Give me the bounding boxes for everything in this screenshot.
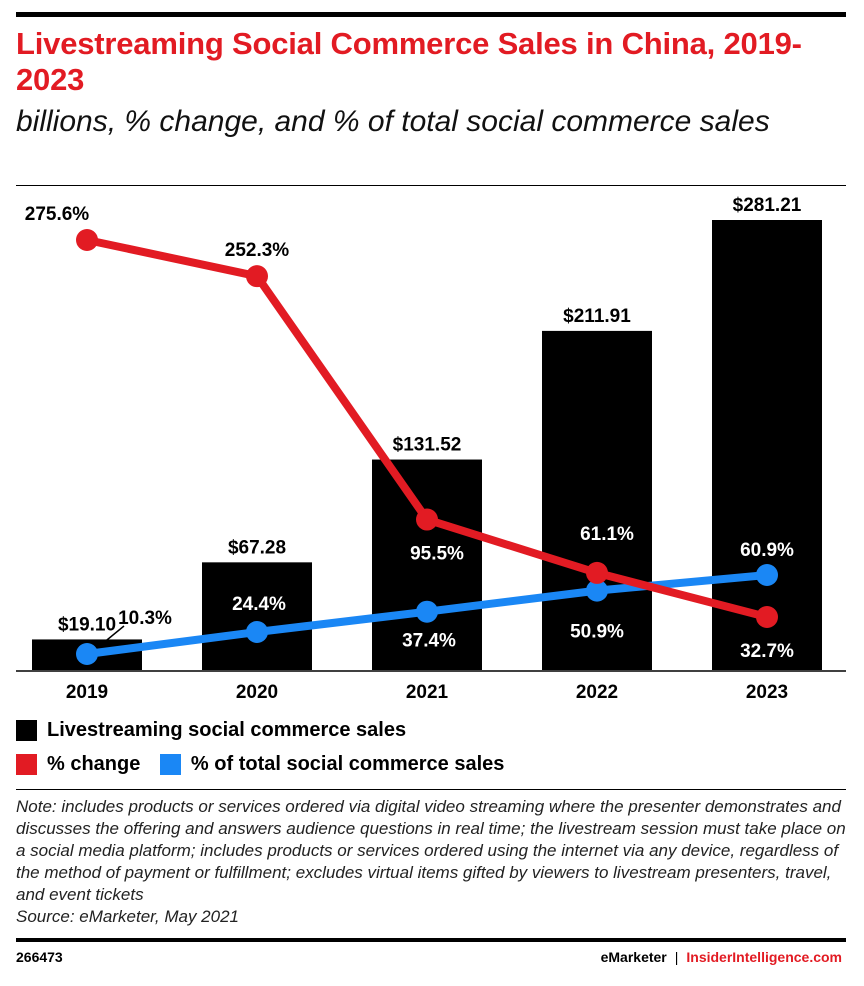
bar-2020 [202, 562, 312, 670]
share-point-2022 [586, 579, 608, 602]
x-tick-2021: 2021 [406, 682, 449, 703]
legend-swatch-share [159, 754, 181, 775]
legend-item-sales: Livestreaming social commerce sales [16, 719, 406, 742]
brand-separator: | [674, 949, 679, 965]
change-point-2021 [416, 508, 438, 531]
bar-label-2023: $281.21 [733, 195, 802, 216]
bar-2023 [712, 220, 822, 670]
change-point-2022 [586, 561, 608, 584]
chart-subtitle: billions, % change, and % of total socia… [16, 105, 770, 138]
share-point-2020 [246, 620, 268, 643]
share-point-2019 [76, 643, 98, 665]
change-label-2019: 275.6% [25, 204, 90, 225]
brand-insider-intelligence: InsiderIntelligence.com [686, 949, 842, 965]
change-point-2023 [756, 606, 778, 628]
x-tick-2023: 2023 [746, 682, 788, 703]
change-point-2019 [76, 229, 98, 251]
share-label-2020: 24.4% [232, 594, 286, 615]
note-rule [16, 789, 846, 790]
combo-chart: $19.10 $67.28 $131.52 $211.91 $281.21 2019 202… [16, 195, 846, 703]
bar-label-2021: $131.52 [393, 435, 462, 456]
legend-label-share: % of total social commerce sales [190, 753, 505, 775]
bar-2022 [542, 330, 652, 670]
legend-swatch-sales [16, 720, 37, 741]
share-label-2023: 60.9% [740, 540, 794, 561]
bar-label-2020: $67.28 [228, 537, 286, 558]
x-tick-2022: 2022 [576, 682, 618, 703]
share-label-2019: 10.3% [118, 608, 172, 629]
change-label-2020: 252.3% [225, 240, 290, 261]
brand-footer: eMarketer | InsiderIntelligence.com [601, 949, 842, 965]
bar-label-2022: $211.91 [563, 306, 631, 327]
legend-item-share: % of total social commerce sales [159, 753, 505, 776]
legend-swatch-change [16, 754, 37, 775]
share-label-2021: 37.4% [402, 631, 456, 652]
share-label-leader-2019 [101, 625, 125, 645]
bar-label-2019: $19.10 [58, 614, 116, 635]
bottom-rule [16, 938, 846, 942]
legend-item-change: % change [16, 753, 140, 776]
note-text: Note: includes products or services orde… [16, 797, 846, 904]
source-text: Source: eMarketer, May 2021 [16, 907, 240, 926]
top-rule [16, 12, 846, 17]
share-point-2023 [756, 564, 778, 586]
x-tick-2020: 2020 [236, 682, 278, 703]
change-label-2023: 32.7% [740, 641, 794, 662]
share-point-2021 [416, 600, 438, 623]
brand-emarketer: eMarketer [600, 949, 667, 965]
legend-row-1: Livestreaming social commerce sales [16, 719, 846, 747]
share-label-2022: 50.9% [570, 622, 624, 643]
bar-2021 [372, 459, 482, 670]
chart-id: 266473 [16, 949, 63, 965]
legend-row-2: % change % of total social commerce sale… [16, 753, 846, 781]
legend-label-sales: Livestreaming social commerce sales [47, 719, 407, 741]
chart-title: Livestreaming Social Commerce Sales in C… [16, 26, 802, 97]
chart-note: Note: includes products or services orde… [16, 796, 846, 928]
change-label-2022: 61.1% [580, 524, 634, 545]
legend-label-change: % change [47, 753, 141, 775]
change-point-2020 [246, 265, 268, 288]
title-rule [16, 185, 846, 186]
change-label-2021: 95.5% [410, 544, 464, 565]
x-tick-2019: 2019 [66, 682, 108, 703]
